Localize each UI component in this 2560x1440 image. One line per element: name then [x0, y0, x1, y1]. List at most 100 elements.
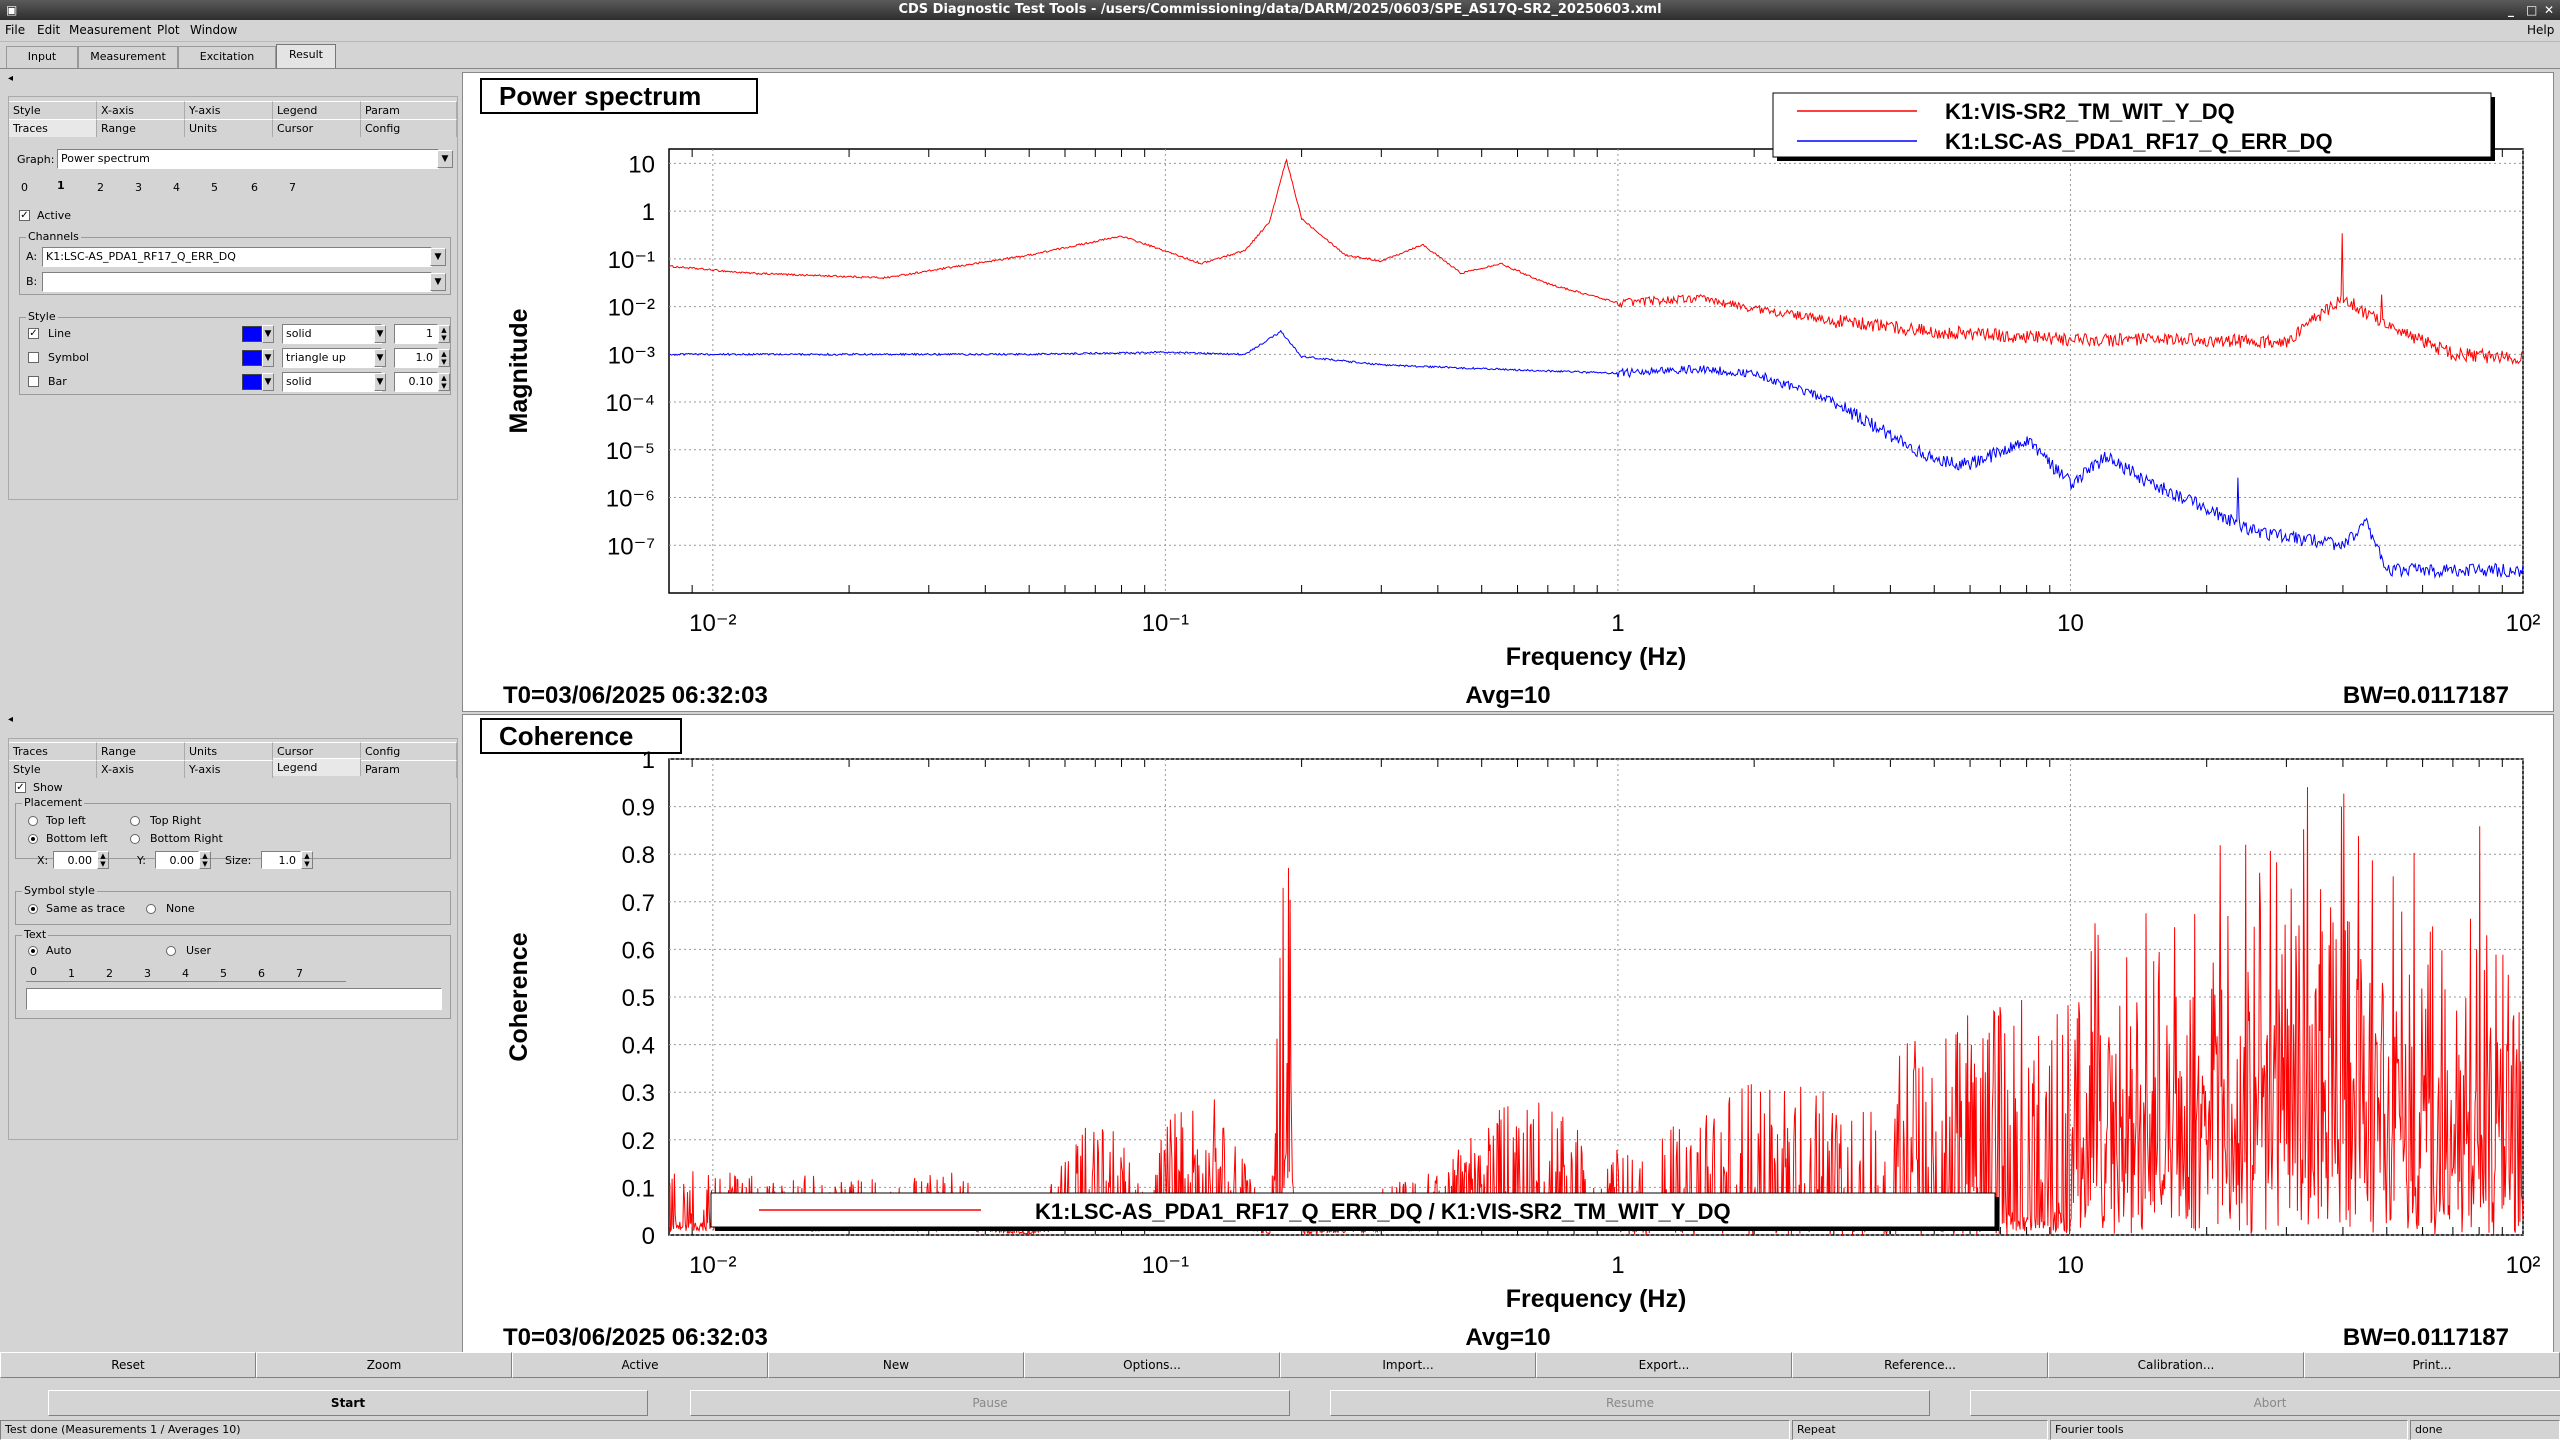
bottom-tab-style[interactable]: Style — [9, 760, 97, 778]
menu-measurement[interactable]: Measurement — [69, 23, 152, 37]
legend-text-input[interactable] — [26, 988, 442, 1010]
text-tab-0[interactable]: 0 — [30, 965, 37, 978]
legend-y-spinner[interactable]: ▲ ▼ — [199, 851, 211, 869]
radio-auto[interactable] — [28, 946, 38, 956]
power-spectrum-plot[interactable]: Power spectrum 10⁻² 10⁻¹ 1 10 10² 10 1 10⁻¹ 10⁻² 1… — [462, 72, 2554, 712]
reference-button[interactable]: Reference... — [1792, 1352, 2048, 1378]
bar-color-swatch[interactable] — [242, 374, 262, 390]
bottom-tab-xaxis[interactable]: X-axis — [97, 760, 185, 778]
top-tab-yaxis[interactable]: Y-axis — [185, 101, 273, 119]
legend-size-spinner[interactable]: ▲ ▼ — [301, 851, 313, 869]
coherence-plot[interactable]: Coherence 10⁻² 10⁻¹ 1 10 10² 1 0.9 0.8 0.7 0.6 0.5 0… — [462, 714, 2554, 1354]
trace-tab-6[interactable]: 6 — [251, 181, 258, 194]
top-tab-range[interactable]: Range — [97, 119, 185, 137]
graph-select-chevron-down-icon[interactable]: ▼ — [437, 150, 453, 168]
channel-a-input[interactable]: K1:LSC-AS_PDA1_RF17_Q_ERR_DQ — [42, 247, 432, 267]
active-checkbox[interactable]: ✓ — [19, 210, 30, 221]
close-button[interactable]: ✕ — [2544, 3, 2555, 17]
symbol-checkbox[interactable] — [28, 352, 39, 363]
new-button[interactable]: New — [768, 1352, 1024, 1378]
line-width-spinner[interactable]: ▲ ▼ — [438, 325, 450, 343]
trace-tab-0[interactable]: 0 — [21, 181, 28, 194]
bottom-tab-range[interactable]: Range — [97, 742, 185, 760]
options-button[interactable]: Options... — [1024, 1352, 1280, 1378]
bottom-tab-legend[interactable]: Legend — [273, 758, 361, 776]
show-checkbox[interactable]: ✓ — [15, 782, 26, 793]
line-width-input[interactable]: 1 — [394, 324, 438, 344]
bar-style-chevron-down-icon[interactable]: ▼ — [374, 373, 386, 391]
bar-width-spinner[interactable]: ▲ ▼ — [438, 373, 450, 391]
print-button[interactable]: Print... — [2304, 1352, 2560, 1378]
reset-button[interactable]: Reset — [0, 1352, 256, 1378]
tab-result[interactable]: Result — [276, 44, 336, 68]
top-tab-cursor[interactable]: Cursor — [273, 119, 361, 137]
legend-x-spinner[interactable]: ▲ ▼ — [97, 851, 109, 869]
text-tab-7[interactable]: 7 — [296, 967, 303, 980]
symbol-style-chevron-down-icon[interactable]: ▼ — [374, 349, 386, 367]
channel-a-chevron-down-icon[interactable]: ▼ — [430, 248, 446, 266]
collapse-top-panel[interactable]: ◂ — [8, 73, 14, 84]
line-checkbox[interactable]: ✓ — [28, 328, 39, 339]
abort-button[interactable]: Abort — [1970, 1390, 2560, 1416]
trace-tab-7[interactable]: 7 — [289, 181, 296, 194]
menu-edit[interactable]: Edit — [37, 23, 61, 37]
radio-top-left[interactable] — [28, 816, 38, 826]
text-tab-1[interactable]: 1 — [68, 967, 75, 980]
export-button[interactable]: Export... — [1536, 1352, 1792, 1378]
top-tab-legend[interactable]: Legend — [273, 101, 361, 119]
legend-x-input[interactable]: 0.00 — [53, 851, 97, 869]
pause-button[interactable]: Pause — [690, 1390, 1290, 1416]
collapse-bottom-panel[interactable]: ◂ — [8, 714, 14, 725]
import-button[interactable]: Import... — [1280, 1352, 1536, 1378]
radio-same-as-trace[interactable] — [28, 904, 38, 914]
calibration-button[interactable]: Calibration... — [2048, 1352, 2304, 1378]
top-tab-units[interactable]: Units — [185, 119, 273, 137]
bottom-tab-param[interactable]: Param — [361, 760, 457, 778]
start-button[interactable]: Start — [48, 1390, 648, 1416]
menu-file[interactable]: File — [5, 23, 26, 37]
trace-tab-4[interactable]: 4 — [173, 181, 180, 194]
symbol-size-spinner[interactable]: ▲ ▼ — [438, 349, 450, 367]
tab-input[interactable]: Input — [6, 46, 78, 68]
zoom-button[interactable]: Zoom — [256, 1352, 512, 1378]
line-style-chevron-down-icon[interactable]: ▼ — [374, 325, 386, 343]
window-menu-icon[interactable]: ▣ — [6, 3, 18, 17]
bottom-tab-yaxis[interactable]: Y-axis — [185, 760, 273, 778]
top-tab-xaxis[interactable]: X-axis — [97, 101, 185, 119]
radio-none[interactable] — [146, 904, 156, 914]
bar-color-chevron-down-icon[interactable]: ▼ — [262, 373, 274, 391]
active-button[interactable]: Active — [512, 1352, 768, 1378]
line-color-chevron-down-icon[interactable]: ▼ — [262, 325, 274, 343]
trace-tab-2[interactable]: 2 — [97, 181, 104, 194]
legend-size-input[interactable]: 1.0 — [261, 851, 301, 869]
tab-measurement[interactable]: Measurement — [78, 46, 178, 68]
legend-y-input[interactable]: 0.00 — [155, 851, 199, 869]
trace-tab-3[interactable]: 3 — [135, 181, 142, 194]
bottom-tab-units[interactable]: Units — [185, 742, 273, 760]
text-tab-6[interactable]: 6 — [258, 967, 265, 980]
text-tab-5[interactable]: 5 — [220, 967, 227, 980]
top-tab-traces[interactable]: Traces — [9, 119, 97, 137]
maximize-button[interactable]: □ — [2526, 3, 2538, 17]
tab-excitation[interactable]: Excitation — [178, 46, 276, 68]
graph-select[interactable]: Power spectrum — [57, 149, 439, 169]
menu-plot[interactable]: Plot — [157, 23, 180, 37]
text-tab-3[interactable]: 3 — [144, 967, 151, 980]
bottom-tab-config[interactable]: Config — [361, 742, 457, 760]
minimize-button[interactable]: _ — [2508, 3, 2514, 17]
text-tab-2[interactable]: 2 — [106, 967, 113, 980]
text-tab-4[interactable]: 4 — [182, 967, 189, 980]
line-color-swatch[interactable] — [242, 326, 262, 342]
radio-bottom-right[interactable] — [130, 834, 140, 844]
top-tab-param[interactable]: Param — [361, 101, 457, 119]
trace-tab-5[interactable]: 5 — [211, 181, 218, 194]
top-tab-config[interactable]: Config — [361, 119, 457, 137]
menu-help[interactable]: Help — [2527, 23, 2555, 37]
bar-width-input[interactable]: 0.10 — [394, 372, 438, 392]
resume-button[interactable]: Resume — [1330, 1390, 1930, 1416]
bar-style-select[interactable]: solid — [282, 372, 382, 392]
line-style-select[interactable]: solid — [282, 324, 382, 344]
trace-tab-1[interactable]: 1 — [57, 179, 65, 192]
bar-checkbox[interactable] — [28, 376, 39, 387]
radio-user[interactable] — [166, 946, 176, 956]
